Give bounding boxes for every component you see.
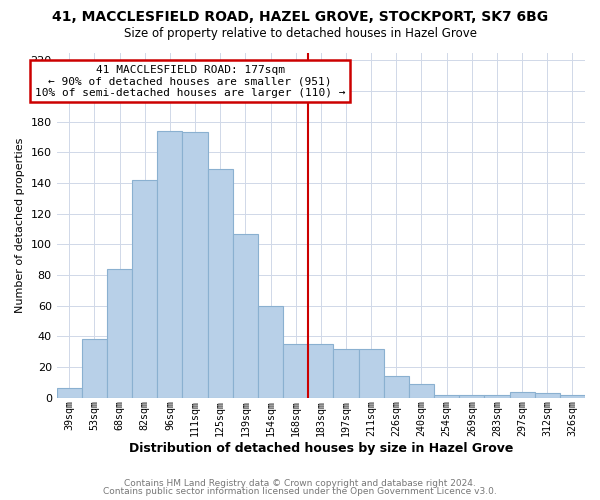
Text: 41, MACCLESFIELD ROAD, HAZEL GROVE, STOCKPORT, SK7 6BG: 41, MACCLESFIELD ROAD, HAZEL GROVE, STOC… [52,10,548,24]
Bar [359,348,384,398]
Bar [132,180,157,398]
Bar [82,340,107,398]
Bar [535,393,560,398]
Bar [484,394,509,398]
Bar [258,306,283,398]
Bar [283,344,308,398]
Bar [182,132,208,398]
Bar [308,344,334,398]
Y-axis label: Number of detached properties: Number of detached properties [15,138,25,313]
Bar [434,394,459,398]
Bar [334,348,359,398]
X-axis label: Distribution of detached houses by size in Hazel Grove: Distribution of detached houses by size … [128,442,513,455]
Bar [560,394,585,398]
Bar [107,269,132,398]
Bar [157,130,182,398]
Text: Contains public sector information licensed under the Open Government Licence v3: Contains public sector information licen… [103,487,497,496]
Bar [459,394,484,398]
Text: Contains HM Land Registry data © Crown copyright and database right 2024.: Contains HM Land Registry data © Crown c… [124,478,476,488]
Bar [384,376,409,398]
Bar [409,384,434,398]
Bar [509,392,535,398]
Bar [208,169,233,398]
Bar [233,234,258,398]
Text: Size of property relative to detached houses in Hazel Grove: Size of property relative to detached ho… [124,28,476,40]
Bar [56,388,82,398]
Text: 41 MACCLESFIELD ROAD: 177sqm
← 90% of detached houses are smaller (951)
10% of s: 41 MACCLESFIELD ROAD: 177sqm ← 90% of de… [35,65,345,98]
